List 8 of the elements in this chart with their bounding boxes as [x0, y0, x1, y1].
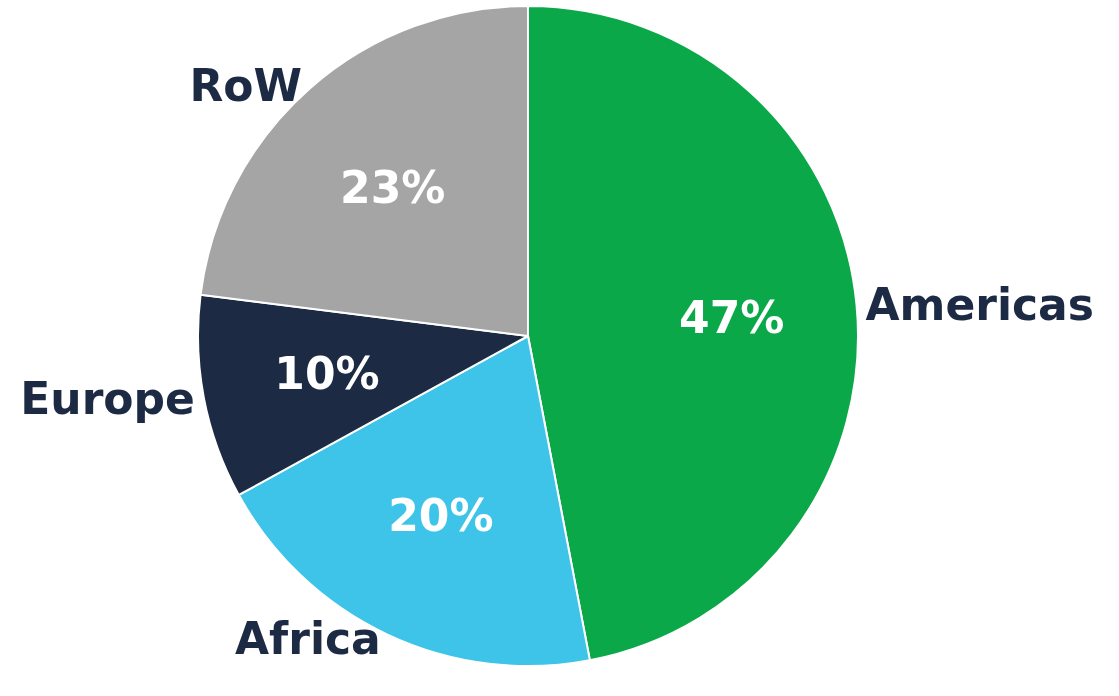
data-label: 10%: [274, 347, 380, 399]
slice-label: Europe: [20, 373, 195, 425]
slice-label: Americas: [865, 279, 1095, 331]
data-label: 20%: [388, 489, 494, 541]
slice-label: RoW: [189, 59, 303, 111]
data-label: 47%: [679, 291, 785, 343]
data-label: 23%: [340, 161, 446, 213]
slice-label: Africa: [235, 612, 381, 664]
